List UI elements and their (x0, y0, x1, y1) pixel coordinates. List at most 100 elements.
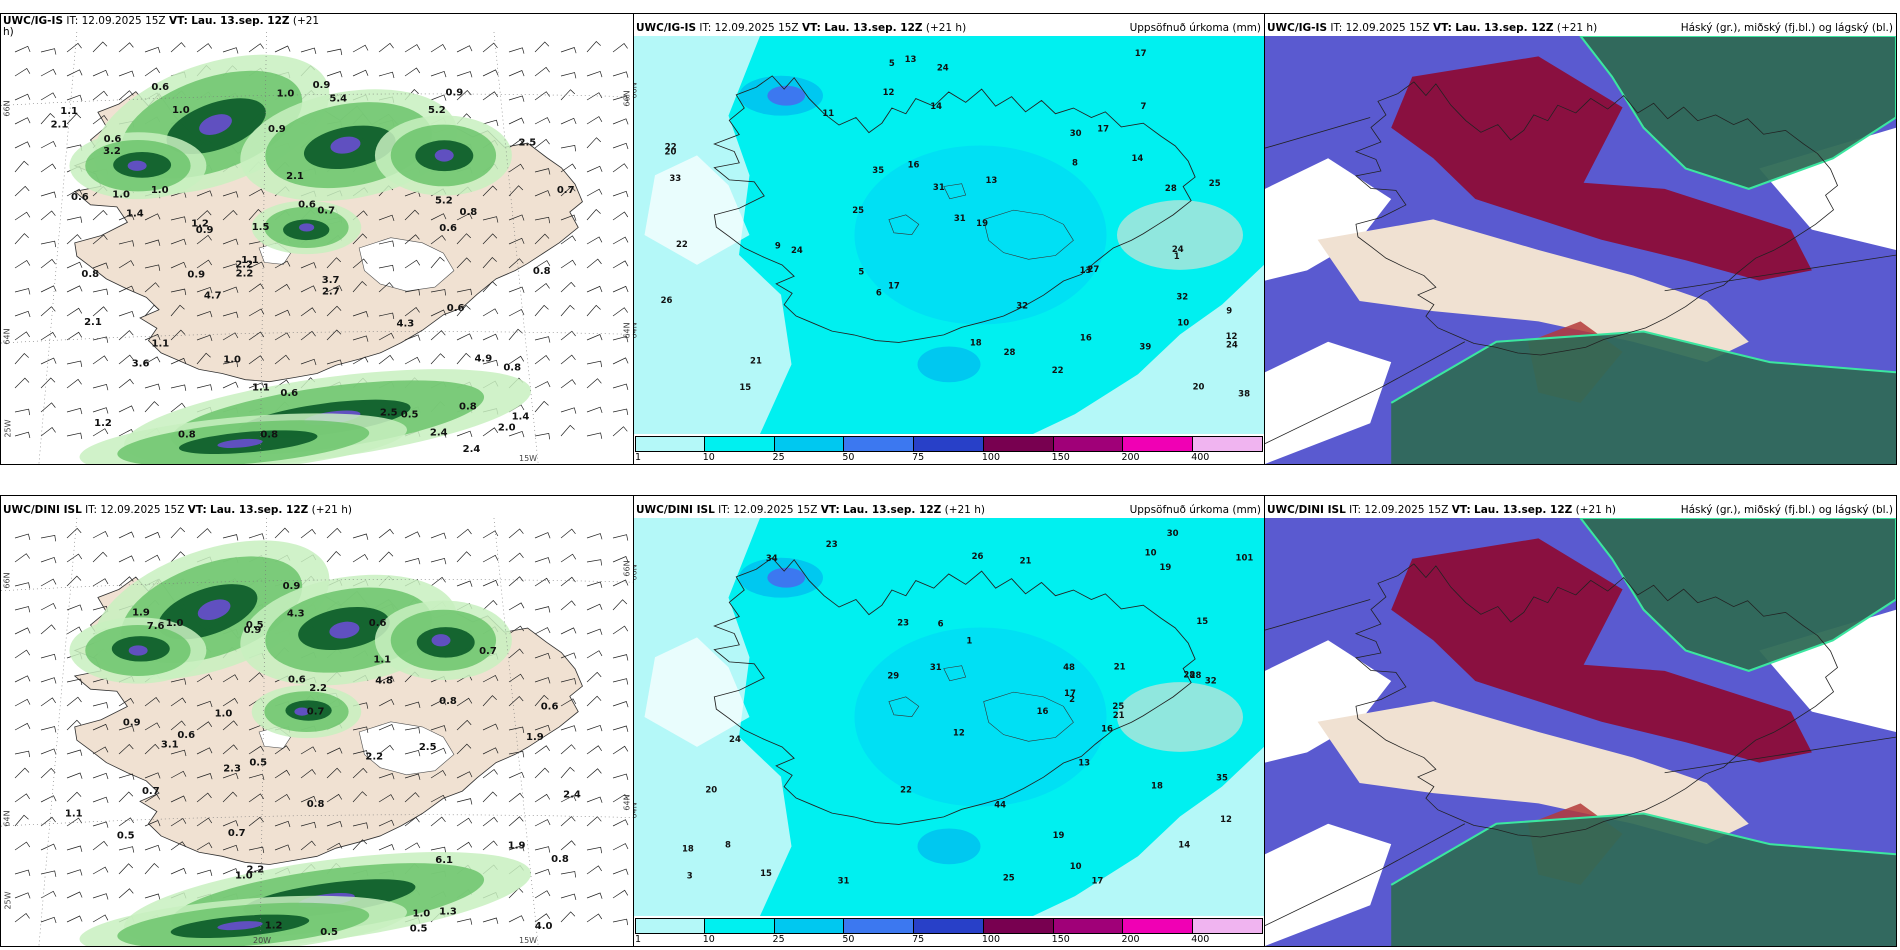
precip-value-label: 3.1 (161, 739, 179, 750)
colorbar-tick-label: 200 (1121, 934, 1140, 945)
precip-value-label: 0.6 (298, 199, 316, 210)
precip-value-label: 2.4 (563, 789, 581, 800)
accum-value-label: 32 (1205, 676, 1217, 686)
precip-field (69, 54, 532, 464)
map-canvas[interactable]: 11 20 33 32 27 19 24 38 32 17 22 13 12 15 16 18 30 16 13 22… (634, 36, 1264, 434)
accum-value-label: 10 (1145, 548, 1157, 558)
accum-value-label: 14 (930, 102, 942, 112)
precip-value-label: 0.9 (446, 88, 464, 99)
precip-value-label: 2.1 (51, 120, 69, 131)
precip-value-label: 2.2 (246, 865, 264, 876)
accum-value-label: 10 (1070, 862, 1082, 872)
model-name: UWC/IG-IS (636, 22, 697, 34)
precip-value-label: 1.2 (94, 418, 112, 429)
map-canvas[interactable] (1265, 518, 1896, 946)
lat-label: 64N (633, 322, 639, 339)
init-time: 12.09.2025 15Z (1345, 22, 1430, 34)
glacier-outline (943, 665, 967, 682)
map-canvas[interactable]: 3.6 2.5 2.7 0.8 1.0 0.6 0.8 1.5 1.1 0.7 0.9 2.0 5.2 4… (1, 32, 633, 464)
value-labels: 3.62.52.70.81.00.60.81.51.10.70.92.05.24… (51, 80, 575, 455)
colorbar-tick-label: 1 (635, 452, 642, 463)
coastline (1354, 81, 1839, 356)
init-time: 12.09.2025 15Z (1364, 504, 1449, 516)
precip-value-label: 2.7 (322, 287, 340, 298)
colorbar-tick-label: 10 (702, 452, 715, 463)
lon-label: 20W (253, 936, 272, 945)
precip-value-label: 4.8 (375, 675, 393, 686)
precip-value-label: 1.9 (132, 608, 150, 619)
precip-value-label: 5.2 (435, 195, 453, 206)
precip-value-label: 1.1 (151, 338, 169, 349)
colorbar-tick-label: 25 (772, 452, 785, 463)
map-canvas[interactable]: 1.0 2.2 1.9 0.6 2.3 2.5 1.1 0.5 0.7 6.1 2.4 2.2 4.8 4… (1, 518, 633, 946)
panel-precip-rate-igis: UWC/IG-IS IT: 12.09.2025 15Z VT: Lau. 13… (0, 13, 634, 465)
colorbar-swatch (1053, 918, 1124, 934)
colorbar-tick-label: 50 (842, 452, 855, 463)
lead-time: (+21 h) (1556, 22, 1598, 34)
accum-value-label: 24 (937, 64, 949, 74)
precip-value-label: 1.5 (252, 222, 270, 233)
precip-value-label: 0.9 (123, 717, 141, 728)
accum-value-label: 48 (1063, 663, 1075, 673)
accum-value-label: 28 (1165, 184, 1177, 194)
accum-value-label: 10 (1177, 319, 1189, 329)
precip-value-label: 0.6 (104, 134, 122, 145)
precip-value-label: 1.4 (126, 209, 144, 220)
panel-header: UWC/DINI ISL IT: 12.09.2025 15Z VT: Lau.… (3, 504, 352, 516)
precip-value-label: 3.7 (322, 275, 340, 286)
precip-value-label: 1.0 (223, 355, 241, 366)
accum-value-label: 20 (665, 147, 677, 157)
graticule (1, 32, 633, 464)
precip-value-label: 0.7 (557, 185, 575, 196)
accum-value-label: 26 (972, 552, 984, 562)
map-canvas[interactable] (1265, 36, 1896, 464)
precip-value-label: 4.3 (397, 318, 415, 329)
colorbar-tick-label: 100 (981, 452, 1001, 463)
precip-value-label: 0.6 (288, 674, 306, 685)
lat-label: 66N (622, 560, 632, 577)
colorbar-swatch (1123, 436, 1194, 452)
value-labels: 1120333227192438321722131215161830161322… (661, 49, 1250, 400)
precip-value-label: 0.8 (439, 696, 457, 707)
precip-value-label: 2.0 (498, 423, 516, 434)
accum-value-label: 17 (1092, 876, 1104, 886)
precip-value-label: 1.3 (439, 906, 457, 917)
coastline (1354, 563, 1839, 838)
accum-value-label: 26 (661, 296, 673, 306)
colorbar-swatch (635, 918, 705, 934)
accum-value-label: 5 (858, 268, 864, 278)
model-name: UWC/DINI ISL (3, 504, 82, 516)
precip-value-label: 2.5 (419, 742, 437, 753)
lat-label: 66N (2, 100, 12, 117)
accum-value-label: 21 (1113, 711, 1125, 721)
precip-value-label: 0.6 (447, 303, 465, 314)
precip-value-label: 3.6 (132, 359, 150, 370)
colorbar-swatch (635, 436, 705, 452)
init-time: 12.09.2025 15Z (81, 15, 166, 27)
precip-value-label: 1.9 (526, 732, 544, 743)
accum-value-label: 44 (994, 801, 1006, 811)
precip-value-label: 1.0 (277, 88, 295, 99)
accum-value-label: 16 (1037, 707, 1049, 717)
accum-value-label: 1 (1174, 252, 1180, 262)
accum-value-label: 25 (1209, 179, 1221, 189)
colorbar-tick-label: 25 (772, 934, 785, 945)
accum-value-label: 11 (822, 109, 834, 119)
colorbar-swatch (774, 436, 845, 452)
panel-clouds-dini: UWC/DINI ISL IT: 12.09.2025 15Z VT: Lau.… (1264, 495, 1897, 947)
panel-title: Háský (gr.), miðský (fj.bl.) og lágský (… (1680, 504, 1893, 516)
precip-value-label: 1.1 (373, 654, 391, 665)
map-canvas[interactable]: 6 21 23 16 10 3 48 101 28 21 44 31 30 32 25 25 29 20 19 23 2… (634, 518, 1264, 916)
accum-value-label: 31 (838, 876, 850, 886)
cloud-layers (1265, 518, 1896, 946)
model-name: UWC/IG-IS (1267, 22, 1328, 34)
precip-value-label: 1.1 (241, 255, 259, 266)
precip-value-label: 0.5 (401, 409, 419, 420)
colorbar-tick-label: 200 (1121, 452, 1140, 463)
accum-value-label: 21 (750, 357, 762, 367)
precip-value-label: 1.0 (166, 618, 184, 629)
colorbar-swatch (844, 436, 915, 452)
accum-value-label: 29 (887, 671, 899, 681)
accum-value-label: 16 (908, 160, 920, 170)
precip-value-label: 0.8 (81, 269, 99, 280)
